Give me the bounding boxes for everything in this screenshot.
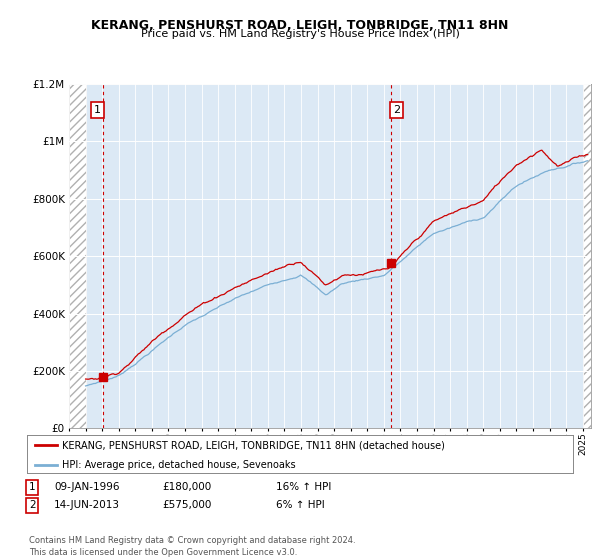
Bar [583, 84, 591, 428]
Text: 14-JUN-2013: 14-JUN-2013 [54, 500, 120, 510]
Text: 1: 1 [94, 105, 101, 115]
Text: 2: 2 [29, 500, 35, 510]
Text: 6% ↑ HPI: 6% ↑ HPI [276, 500, 325, 510]
Text: £180,000: £180,000 [162, 482, 211, 492]
Text: 09-JAN-1996: 09-JAN-1996 [54, 482, 119, 492]
Text: 1: 1 [29, 482, 35, 492]
Text: 2: 2 [393, 105, 400, 115]
Text: £575,000: £575,000 [162, 500, 211, 510]
Text: KERANG, PENSHURST ROAD, LEIGH, TONBRIDGE, TN11 8HN (detached house): KERANG, PENSHURST ROAD, LEIGH, TONBRIDGE… [62, 440, 445, 450]
Text: HPI: Average price, detached house, Sevenoaks: HPI: Average price, detached house, Seve… [62, 460, 296, 470]
Text: 16% ↑ HPI: 16% ↑ HPI [276, 482, 331, 492]
Text: Contains HM Land Registry data © Crown copyright and database right 2024.
This d: Contains HM Land Registry data © Crown c… [29, 536, 355, 557]
Bar [69, 84, 86, 428]
Text: Price paid vs. HM Land Registry's House Price Index (HPI): Price paid vs. HM Land Registry's House … [140, 29, 460, 39]
Text: KERANG, PENSHURST ROAD, LEIGH, TONBRIDGE, TN11 8HN: KERANG, PENSHURST ROAD, LEIGH, TONBRIDGE… [91, 19, 509, 32]
